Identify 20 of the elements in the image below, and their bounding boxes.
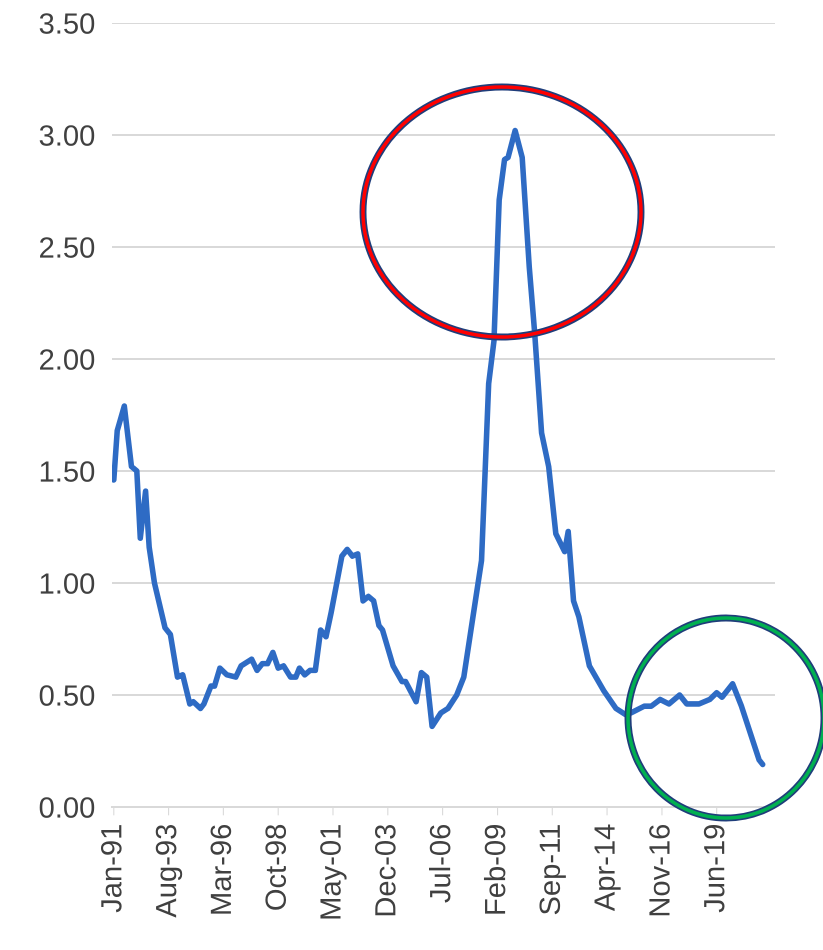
x-tick-label: Sep-11: [539, 825, 566, 914]
x-tick-label: Feb-09: [484, 825, 506, 914]
x-tick-label: Nov-16: [649, 824, 670, 916]
x-tick-label: Aug-93: [156, 824, 182, 918]
x-tick-label: Oct-98: [265, 824, 286, 910]
x-tick-label: May-01: [320, 825, 347, 919]
y-tick-label: 3.50: [40, 13, 94, 34]
x-tick-label: Dec-03: [374, 824, 396, 916]
x-tick-label: Mar-96: [210, 824, 232, 914]
y-tick-label: 1.50: [40, 461, 94, 482]
y-tick-label: 2.00: [40, 349, 94, 370]
y-tick-label: 3.00: [40, 125, 94, 146]
x-tick-label: Apr-14: [594, 824, 621, 912]
x-tick-label: Jun-19: [704, 825, 725, 912]
x-tick-label: Jan-91: [100, 825, 122, 912]
y-tick-label: 0.50: [40, 685, 94, 706]
y-tick-label: 1.00: [40, 573, 94, 594]
x-tick-label: Jul-06: [429, 824, 450, 903]
y-tick-label: 2.50: [40, 237, 94, 258]
y-tick-label: 0.00: [40, 797, 94, 818]
